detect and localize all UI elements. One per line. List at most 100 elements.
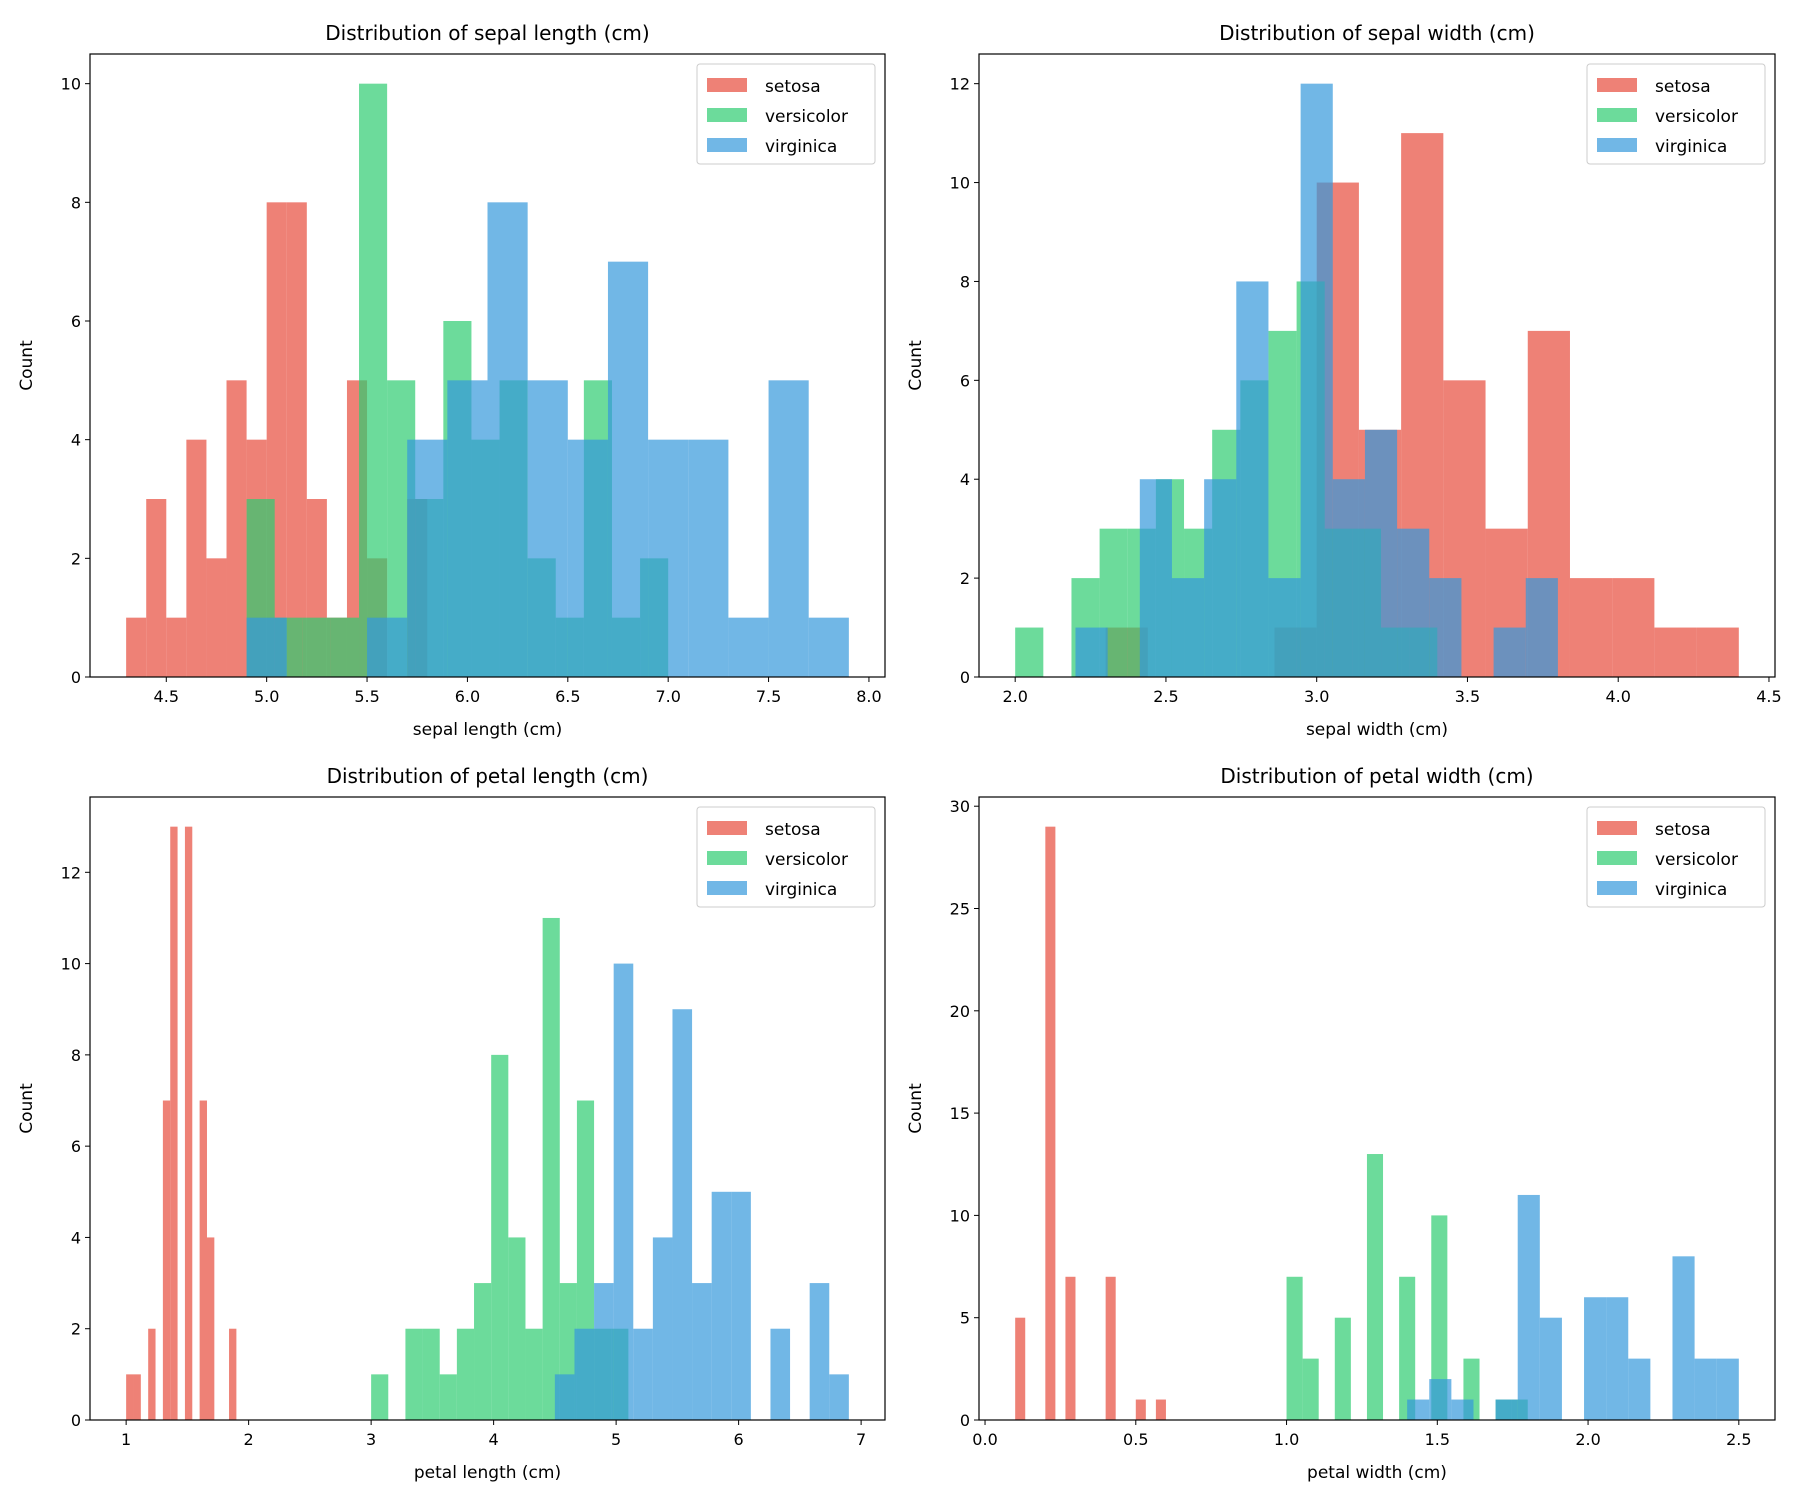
y-tick-label: 2 <box>71 1320 81 1339</box>
x-axis-label: sepal width (cm) <box>1306 720 1448 740</box>
y-tick-label: 2 <box>71 549 81 568</box>
y-tick-label: 6 <box>960 371 970 390</box>
bar-virginica <box>1139 479 1172 677</box>
x-tick-label: 7.5 <box>756 687 781 706</box>
bar-virginica <box>527 380 568 677</box>
bar-virginica <box>1517 1194 1540 1420</box>
y-tick-label: 4 <box>71 431 81 450</box>
y-tick-label: 4 <box>71 1228 81 1247</box>
x-tick-label: 4.5 <box>1756 687 1781 706</box>
y-tick-label: 30 <box>950 797 970 816</box>
y-tick-label: 10 <box>61 75 81 94</box>
x-tick-label: 4.0 <box>1605 687 1630 706</box>
legend-label-setosa: setosa <box>765 820 821 840</box>
bar-virginica <box>594 1283 614 1420</box>
bar-versicolor <box>1286 1276 1303 1420</box>
bar-virginica <box>633 1328 653 1420</box>
y-axis-label: Count <box>906 1083 926 1134</box>
x-tick-label: 6.5 <box>555 687 580 706</box>
series-virginica <box>554 963 849 1420</box>
legend-swatch-versicolor <box>707 108 747 122</box>
y-tick-label: 2 <box>960 569 970 588</box>
x-tick-label: 6 <box>734 1430 744 1449</box>
x-tick-label: 5.5 <box>354 687 379 706</box>
y-tick-label: 6 <box>71 1137 81 1156</box>
legend-label-virginica: virginica <box>765 880 837 900</box>
panel-title: Distribution of petal width (cm) <box>1220 764 1533 788</box>
bar-setosa <box>184 826 193 1420</box>
x-axis-label: petal width (cm) <box>1307 1463 1447 1483</box>
bar-versicolor <box>405 1328 423 1420</box>
bar-virginica <box>728 617 769 677</box>
legend-label-versicolor: versicolor <box>1655 107 1738 127</box>
bar-versicolor <box>330 617 360 677</box>
x-tick-label: 2 <box>244 1430 254 1449</box>
bar-virginica <box>731 1191 751 1420</box>
bar-virginica <box>487 202 528 678</box>
bar-virginica <box>809 1283 830 1420</box>
bar-setosa <box>1612 578 1655 677</box>
bar-virginica <box>1171 578 1205 677</box>
y-tick-label: 5 <box>960 1309 970 1328</box>
bar-setosa <box>162 1100 171 1420</box>
bar-versicolor <box>1366 1154 1384 1420</box>
bar-virginica <box>1628 1358 1651 1420</box>
legend-label-virginica: virginica <box>1655 137 1727 157</box>
y-tick-label: 10 <box>950 1206 970 1225</box>
bar-setosa <box>1155 1399 1166 1420</box>
legend-swatch-virginica <box>1597 138 1637 152</box>
y-tick-label: 10 <box>950 174 970 193</box>
y-tick-label: 0 <box>71 668 81 687</box>
bar-versicolor <box>491 1054 509 1420</box>
bar-setosa <box>1654 627 1697 677</box>
legend-label-virginica: virginica <box>1655 880 1727 900</box>
y-tick-label: 8 <box>71 1046 81 1065</box>
bar-virginica <box>1268 578 1301 677</box>
legend-label-versicolor: versicolor <box>765 107 848 127</box>
bar-virginica <box>711 1191 732 1420</box>
bar-versicolor <box>1399 1276 1416 1420</box>
axes-frame <box>89 53 886 678</box>
bar-versicolor <box>302 617 331 677</box>
y-axis-label: Count <box>17 340 37 391</box>
bars <box>1015 826 1739 1420</box>
x-tick-label: 1.0 <box>1274 1430 1299 1449</box>
bar-virginica <box>567 439 608 677</box>
bar-setosa <box>229 1328 237 1420</box>
legend-label-versicolor: versicolor <box>765 850 848 870</box>
bar-setosa <box>1045 826 1056 1420</box>
x-tick-label: 1 <box>121 1430 131 1449</box>
x-tick-label: 0.5 <box>1123 1430 1148 1449</box>
bar-virginica <box>407 439 448 677</box>
x-tick-label: 2.5 <box>1726 1430 1751 1449</box>
bar-virginica <box>1429 1379 1452 1420</box>
bar-virginica <box>1364 429 1398 677</box>
bar-virginica <box>1584 1297 1607 1420</box>
y-tick-label: 0 <box>71 1411 81 1430</box>
y-tick-label: 12 <box>950 75 970 94</box>
panel-sepal-length: Distribution of sepal length (cm) sepal … <box>17 21 886 740</box>
bar-virginica <box>808 617 849 677</box>
bar-versicolor <box>422 1328 440 1420</box>
bar-virginica <box>1716 1358 1739 1420</box>
panel-petal-length: Distribution of petal length (cm) petal … <box>17 764 886 1483</box>
y-tick-label: 20 <box>950 1002 970 1021</box>
bar-virginica <box>1407 1399 1430 1420</box>
bar-virginica <box>1451 1399 1474 1420</box>
bar-virginica <box>246 617 287 677</box>
x-tick-label: 2.5 <box>1153 687 1178 706</box>
x-axis-label: sepal length (cm) <box>413 720 562 740</box>
x-tick-label: 7 <box>856 1430 866 1449</box>
bar-versicolor <box>371 1374 389 1420</box>
bar-setosa <box>166 617 187 677</box>
y-axis-label: Count <box>17 1083 37 1134</box>
x-tick-label: 2.0 <box>1002 687 1027 706</box>
y-tick-label: 6 <box>71 312 81 331</box>
bar-versicolor <box>1431 1215 1448 1420</box>
legend-swatch-versicolor <box>707 851 747 865</box>
y-tick-label: 15 <box>950 1104 970 1123</box>
bar-versicolor <box>439 1374 457 1420</box>
bar-setosa <box>170 826 178 1420</box>
bar-setosa <box>186 439 207 677</box>
bar-virginica <box>1495 1399 1518 1420</box>
